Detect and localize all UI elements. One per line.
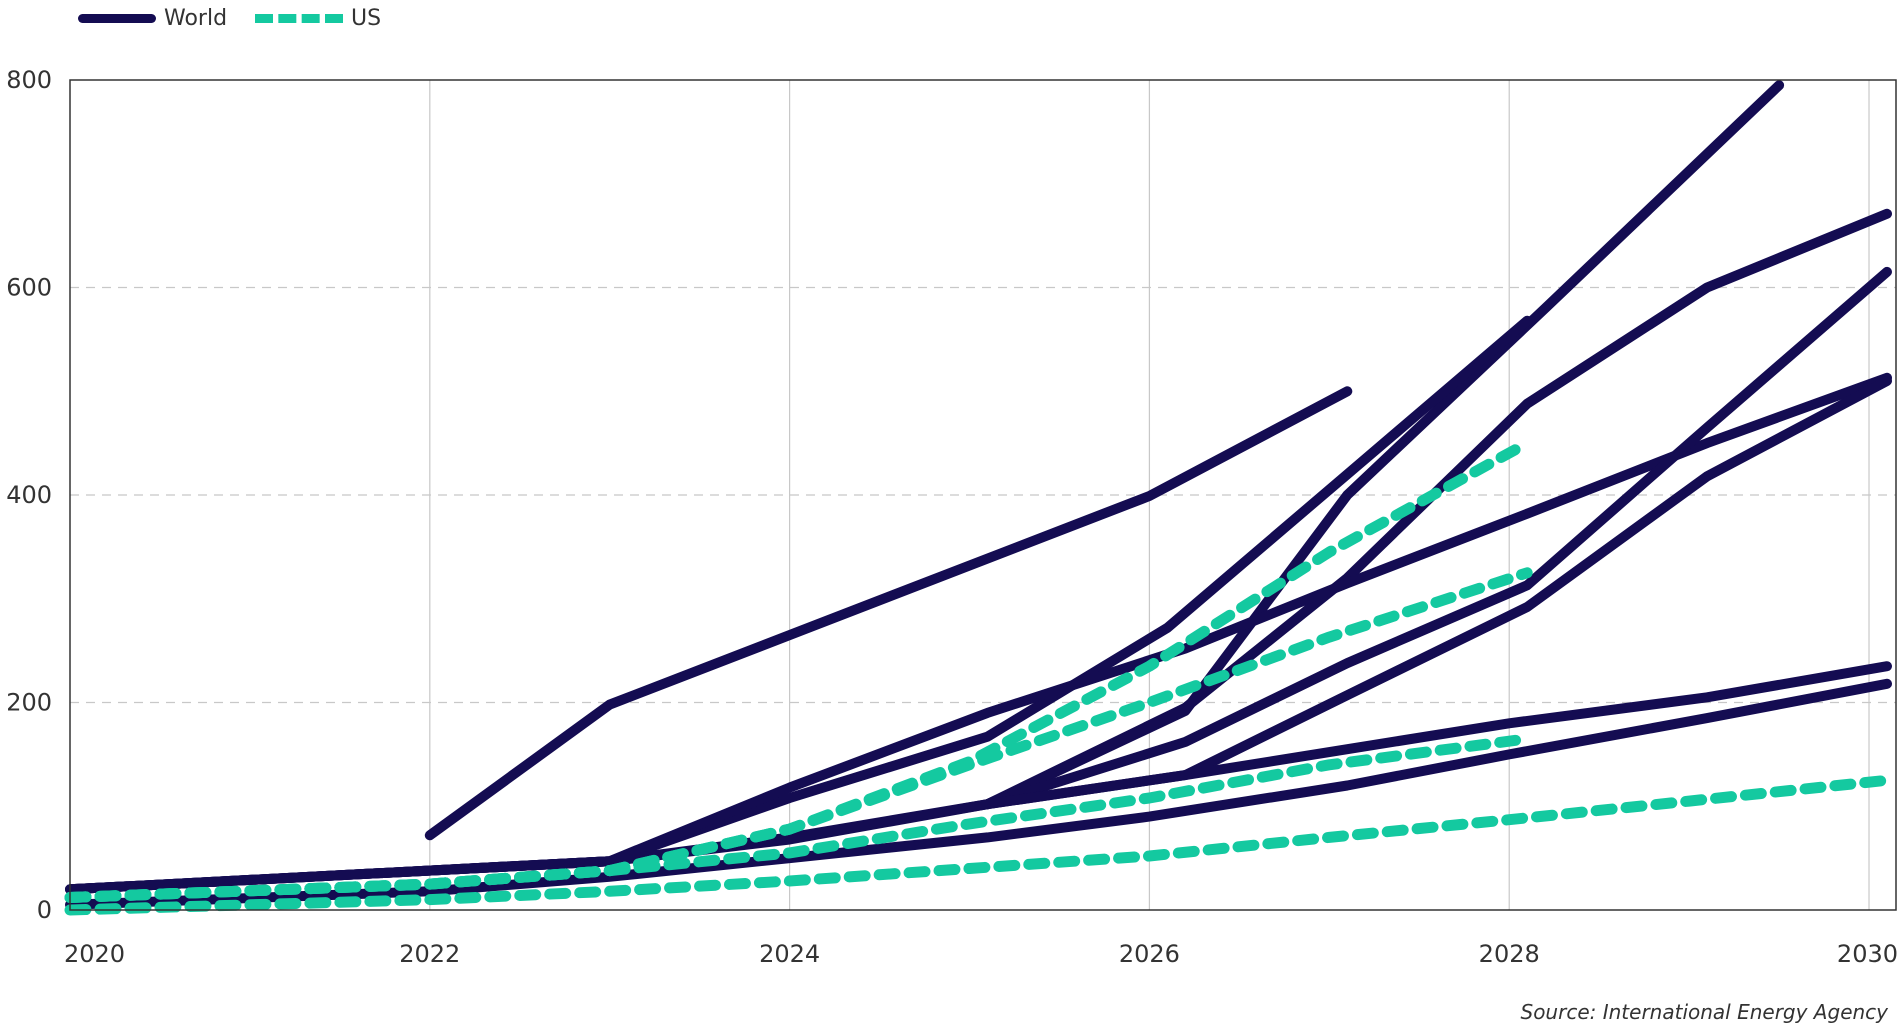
x-tick-label-2020: 2020 (64, 940, 125, 968)
legend-swatch-us (255, 14, 344, 23)
x-tick-label-2024: 2024 (759, 940, 820, 968)
series-line-world-6 (982, 266, 1892, 810)
series-line-world-2 (65, 80, 1785, 895)
legend-swatch-world (78, 14, 156, 23)
y-tick-label-800: 800 (6, 66, 52, 94)
series-line-us-13 (64, 774, 1893, 916)
x-tick-label-2022: 2022 (399, 940, 460, 968)
series-line-world-8 (65, 678, 1892, 910)
series-line-world-5 (65, 372, 1892, 895)
source-note: Source: International Energy Agency (1520, 1000, 1889, 1024)
series-layer (64, 80, 1893, 916)
legend-item-world[interactable]: World (78, 6, 227, 31)
legend-label-world: World (164, 6, 228, 31)
x-tick-label-2026: 2026 (1119, 940, 1180, 968)
x-tick-label-2028: 2028 (1479, 940, 1540, 968)
legend-label-us: US (351, 6, 382, 31)
plot-frame (69, 79, 1897, 911)
x-tick-label-2030: 2030 (1837, 940, 1898, 968)
y-tick-label-200: 200 (6, 689, 52, 717)
tick-labels: 2020 2022 2024 2026 2028 2030 0 200 400 600 800 (6, 66, 1898, 968)
series-line-us-12 (64, 733, 1533, 903)
y-tick-label-0: 0 (37, 896, 52, 924)
y-tick-label-400: 400 (6, 481, 52, 509)
y-tick-label-600: 600 (6, 274, 52, 302)
chart-grid (70, 80, 1896, 910)
series-line-world-9 (65, 661, 1892, 895)
series-line-world-1 (424, 386, 1353, 841)
legend-item-us[interactable]: US (255, 6, 381, 31)
legend: World US (78, 6, 381, 31)
